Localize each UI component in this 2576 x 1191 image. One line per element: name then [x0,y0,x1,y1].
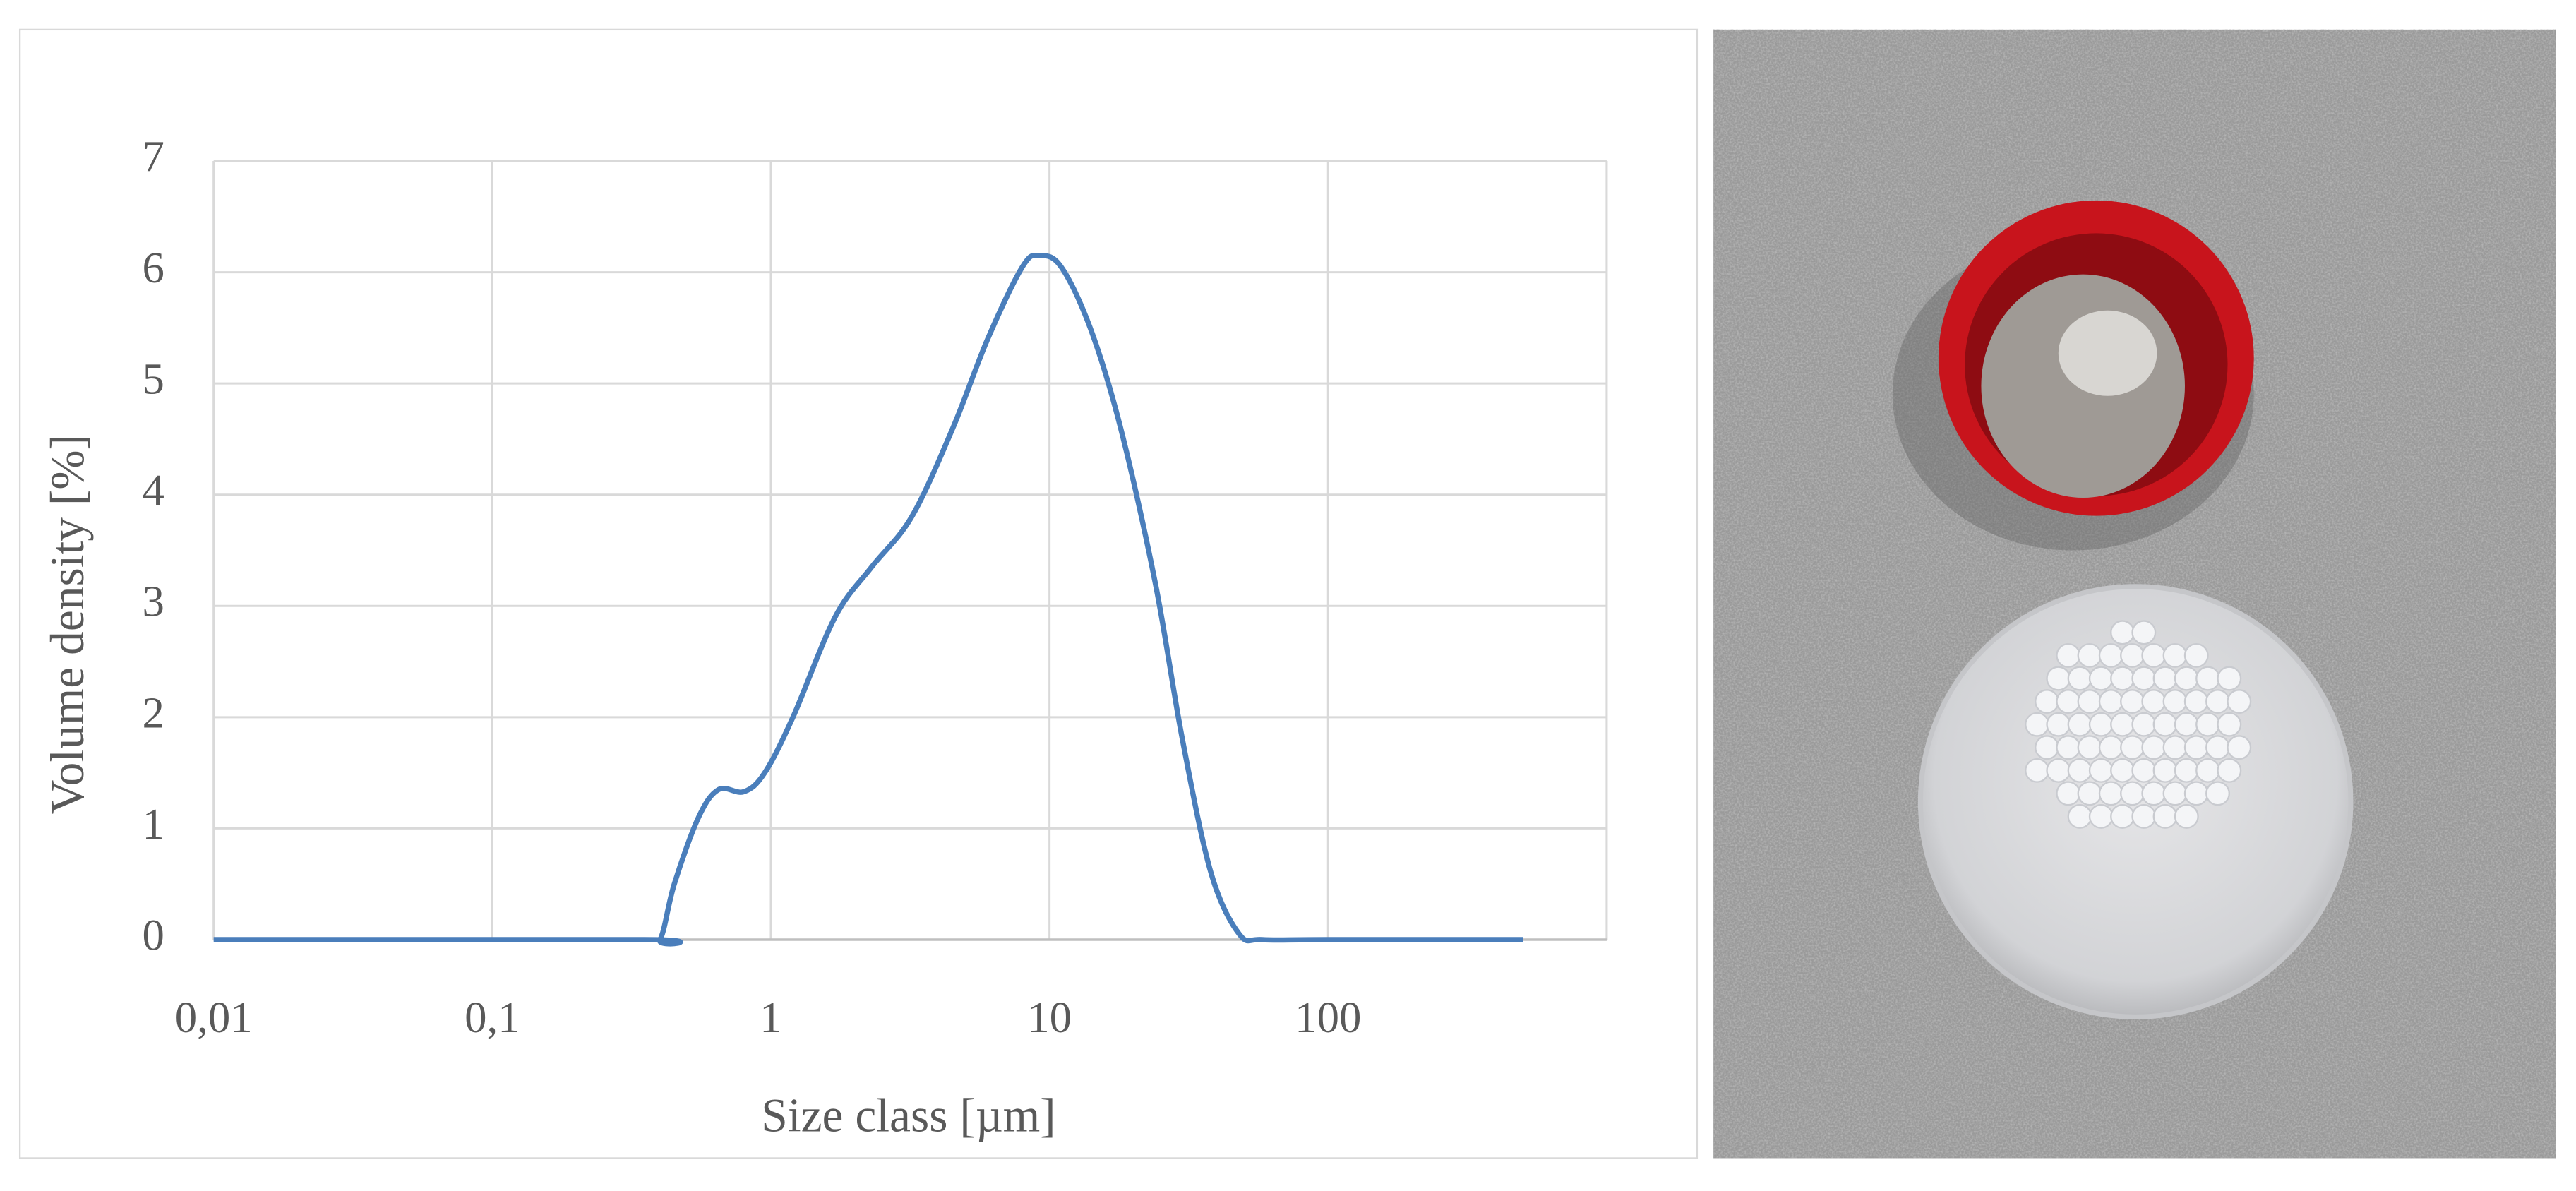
bead [2141,642,2167,668]
bead [2227,689,2252,714]
bead [2152,712,2178,737]
y-tick-label: 2 [142,688,164,737]
bead [2217,758,2242,783]
bead [2025,712,2050,737]
x-axis-label: Size class [µm] [761,1089,1055,1142]
bead [2067,804,2092,829]
bead [2077,689,2102,714]
bead [2183,781,2209,806]
y-axis-label: Volume density [%] [41,434,94,814]
bead [2162,735,2188,760]
beads [2025,620,2252,829]
bead [2035,689,2059,714]
bead [2056,781,2081,806]
bead [2088,758,2114,783]
bead [2174,758,2199,783]
bead [2056,735,2081,760]
bead [2110,666,2135,691]
y-tick-label: 7 [142,131,164,181]
bead [2162,781,2188,806]
x-tick-label: 10 [1027,993,1072,1042]
bead [2067,758,2092,783]
bead [2120,781,2145,806]
bead [2174,666,2199,691]
bead [2131,620,2157,645]
bead [2195,712,2221,737]
y-tick-label: 0 [142,910,164,959]
bead [2183,689,2209,714]
y-tick-label: 3 [142,577,164,626]
bead [2131,758,2157,783]
bead [2174,712,2199,737]
x-tick-label: 0,01 [175,993,253,1042]
bead [2067,666,2092,691]
photo [1713,29,2556,1159]
bead [2056,642,2081,668]
bead [2098,781,2123,806]
bead [2088,666,2114,691]
bead [2141,735,2167,760]
bead [2056,689,2081,714]
bead [2141,689,2167,714]
bead [2131,712,2157,737]
bead [2152,804,2178,829]
bead [2077,642,2102,668]
bead [2152,666,2178,691]
bead [2110,620,2135,645]
bead [2067,712,2092,737]
bead [2174,804,2199,829]
bead [2088,712,2114,737]
bead [2205,781,2230,806]
bead [2131,804,2157,829]
bead [2098,642,2123,668]
bead [2195,758,2221,783]
bead [2195,666,2221,691]
data-line [213,252,1523,947]
y-tick-label: 6 [142,243,164,292]
bead [2205,689,2230,714]
bead [2025,758,2050,783]
y-tick-label: 5 [142,354,164,404]
bead [2110,804,2135,829]
bead [2205,735,2230,760]
bead [2131,666,2157,691]
y-tick-label: 4 [142,465,164,515]
x-tick-label: 100 [1295,993,1361,1042]
x-tick-label: 0,1 [465,993,520,1042]
bead [2120,735,2145,760]
bead [2046,712,2071,737]
bead [2077,781,2102,806]
bead [2110,712,2135,737]
bead [2035,735,2059,760]
y-tick-label: 1 [142,799,164,849]
bead [2183,735,2209,760]
bead [2217,666,2242,691]
powder-light [2058,310,2157,396]
bead [2217,712,2242,737]
bead [2120,689,2145,714]
bead [2098,735,2123,760]
bead [2046,758,2071,783]
bead [2120,642,2145,668]
x-tick-label: 1 [760,993,781,1042]
bead [2162,642,2188,668]
bead [2152,758,2178,783]
bead [2110,758,2135,783]
bead [2088,804,2114,829]
bead [2098,689,2123,714]
bead [2162,689,2188,714]
bead [2227,735,2252,760]
bead [2141,781,2167,806]
bead [2077,735,2102,760]
chart-frame [18,28,1699,1159]
bead [2183,642,2209,668]
bead [2046,666,2071,691]
plot-area: 0 1 2 3 4 5 6 7 0,01 0,1 1 10 100 [142,131,1608,1042]
